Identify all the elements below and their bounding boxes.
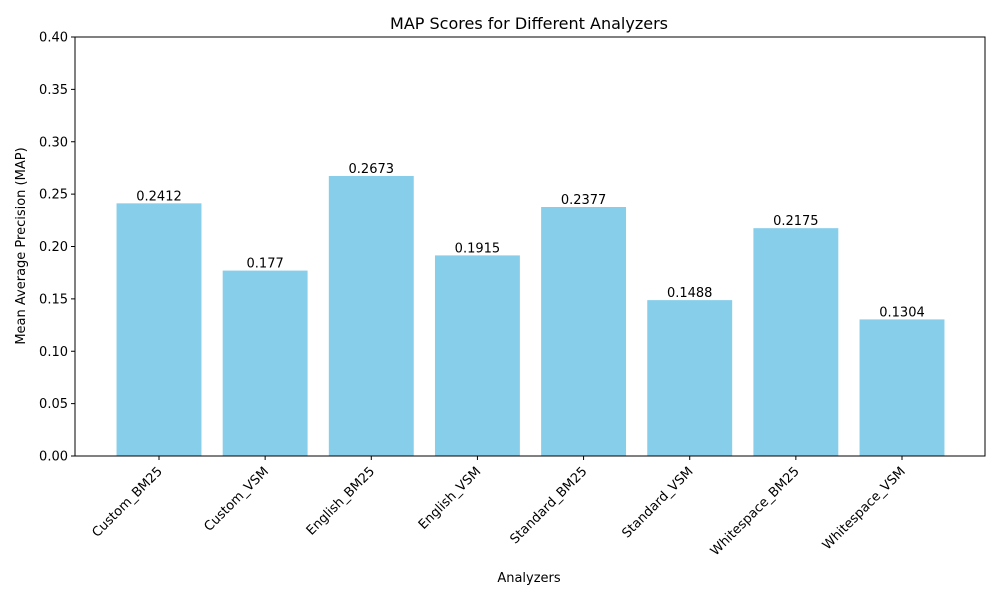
x-tick-label: Custom_BM25 [89, 464, 165, 540]
bar-custom-bm25 [116, 203, 202, 456]
bar-standard-bm25 [541, 207, 627, 456]
chart-title: MAP Scores for Different Analyzers [390, 14, 668, 33]
bar-value-labels: 0.2412 0.177 0.2673 0.1915 0.2377 0.1488 0.217… [136, 162, 925, 320]
bars-group [116, 176, 945, 457]
y-tick-label: 0.35 [39, 83, 68, 98]
bar-value-label: 0.2412 [136, 189, 182, 204]
y-tick-label: 0.25 [39, 188, 68, 203]
y-tick-label: 0.15 [39, 292, 68, 307]
y-tick-label: 0.10 [39, 345, 68, 360]
bar-english-bm25 [328, 176, 414, 457]
x-axis-ticks: Custom_BM25 Custom_VSM English_BM25 English… [89, 456, 909, 559]
x-tick-label: Whitespace_VSM [820, 464, 909, 553]
y-axis-title: Mean Average Precision (MAP) [14, 147, 29, 344]
x-axis-title: Analyzers [497, 571, 561, 586]
bar-value-label: 0.177 [247, 257, 284, 272]
bar-whitespace-vsm [859, 319, 945, 456]
x-tick-label: Whitespace_BM25 [708, 464, 803, 559]
y-tick-label: 0.40 [39, 31, 68, 46]
x-tick-label: English_BM25 [304, 464, 378, 538]
bar-value-label: 0.2377 [561, 193, 607, 208]
bar-value-label: 0.2673 [349, 162, 395, 177]
y-tick-label: 0.30 [39, 135, 68, 150]
bar-english-vsm [434, 255, 520, 456]
y-tick-label: 0.20 [39, 240, 68, 255]
x-tick-label: Standard_BM25 [507, 464, 590, 547]
bar-standard-vsm [647, 300, 733, 456]
bar-value-label: 0.2175 [773, 214, 819, 229]
x-tick-label: English_VSM [416, 464, 484, 532]
bar-whitespace-bm25 [753, 228, 839, 456]
bar-value-label: 0.1488 [667, 286, 713, 301]
x-tick-label: Standard_VSM [619, 464, 696, 541]
bar-value-label: 0.1304 [879, 305, 925, 320]
bar-value-label: 0.1915 [455, 241, 501, 256]
y-axis-ticks: 0.00 0.05 0.10 0.15 0.20 0.25 0.30 0.35 0.40 [39, 31, 75, 465]
x-tick-label: Custom_VSM [201, 464, 271, 534]
y-tick-label: 0.05 [39, 397, 68, 412]
bar-custom-vsm [222, 270, 308, 456]
plot-area-frame [74, 36, 986, 457]
y-tick-label: 0.00 [39, 450, 68, 465]
